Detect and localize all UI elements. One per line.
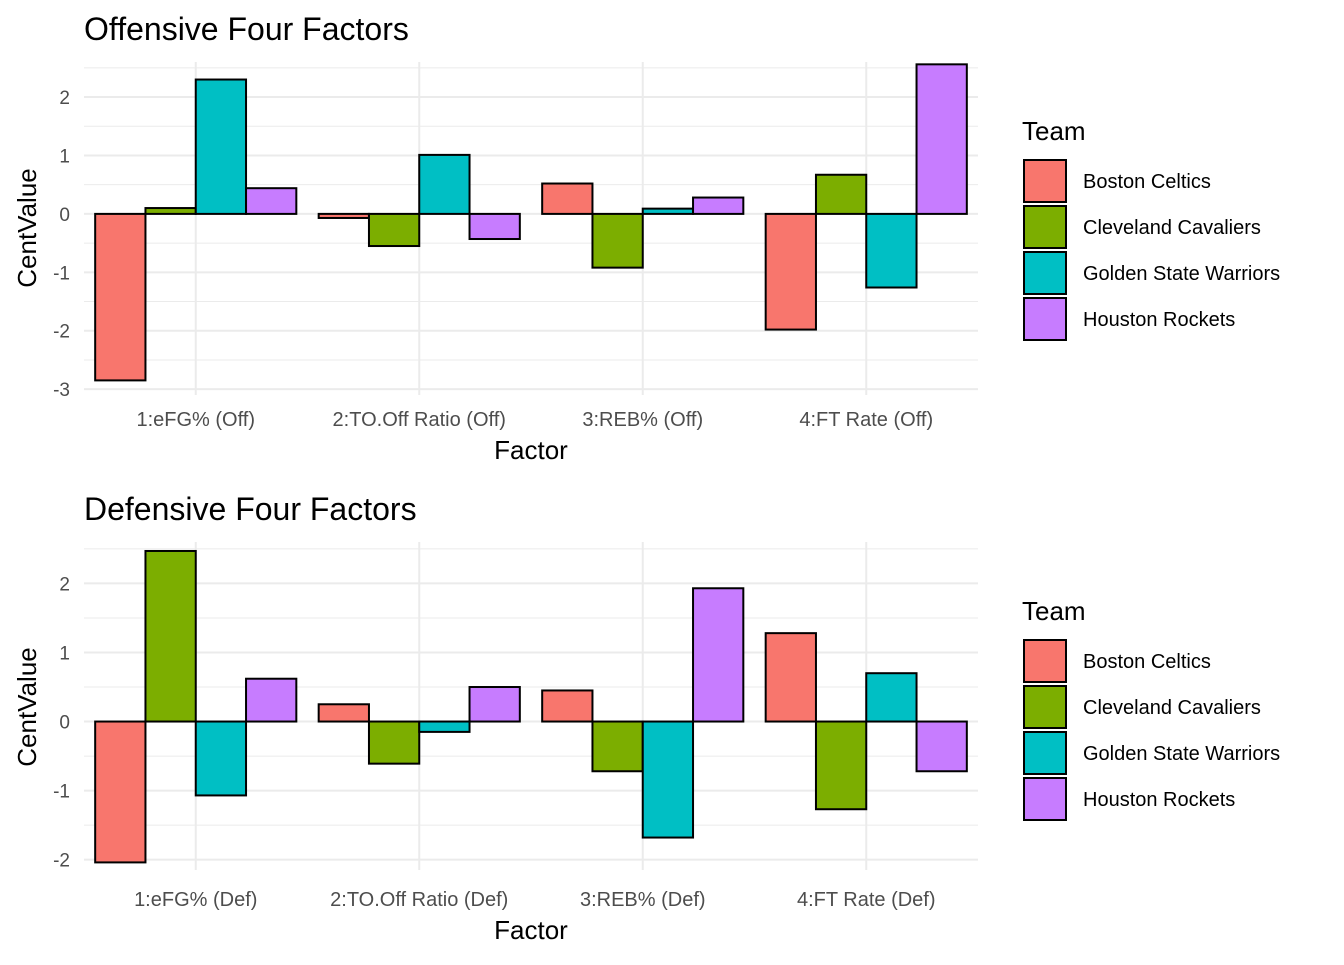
- bar-cleveland-cavaliers-3: [591, 212, 644, 269]
- legend-title: Team: [1022, 116, 1086, 146]
- bar-houston-rockets-4: [915, 63, 968, 215]
- y-tick-label: -2: [53, 322, 70, 343]
- x-tick-label: 4:FT Rate (Off): [799, 409, 933, 431]
- y-tick-label: -3: [53, 380, 70, 401]
- chart-panel-2: Defensive Four Factors -2 -1 0 1 2 1:eFG% (Def…: [12, 491, 1280, 945]
- bar-boston-celtics-4: [764, 212, 817, 331]
- x-tick-label: 1:eFG% (Off): [136, 409, 255, 431]
- legend-label: Boston Celtics: [1083, 171, 1211, 193]
- bar-cleveland-cavaliers-2: [367, 720, 421, 765]
- bar-cleveland-cavaliers-3: [591, 720, 644, 773]
- legend-label: Boston Celtics: [1083, 651, 1211, 673]
- x-axis-title: Factor: [494, 915, 568, 945]
- bar-houston-rockets-1: [245, 677, 298, 723]
- bar-houston-rockets-4: [915, 720, 968, 773]
- legend-key-cleveland-cavaliers: [1023, 685, 1067, 729]
- x-tick-label: 2:TO.Off Ratio (Off): [333, 409, 506, 431]
- y-axis-title: CentValue: [12, 647, 42, 767]
- legend-label: Cleveland Cavaliers: [1083, 697, 1261, 719]
- bar-boston-celtics-3: [541, 182, 594, 215]
- bar-boston-celtics-1: [94, 720, 147, 864]
- bar-golden-state-warriors-2: [418, 720, 471, 733]
- y-tick-label: 2: [59, 574, 70, 595]
- bar-boston-celtics-2: [317, 212, 370, 219]
- x-tick-label: 2:TO.Off Ratio (Def): [330, 889, 508, 911]
- bar-golden-state-warriors-4: [865, 212, 918, 289]
- bar-houston-rockets-1: [245, 187, 298, 215]
- legend-title: Team: [1022, 596, 1086, 626]
- chart-title: Defensive Four Factors: [84, 491, 417, 527]
- bar-houston-rockets-2: [468, 212, 521, 241]
- legend-key-cleveland-cavaliers: [1023, 205, 1067, 249]
- bar-houston-rockets-3: [692, 587, 745, 723]
- legend-key-houston-rockets: [1023, 777, 1067, 821]
- bar-golden-state-warriors-1: [194, 78, 248, 215]
- legend: Team Boston Celtics Cleveland Cavaliers Gol…: [1022, 596, 1280, 821]
- legend-label: Houston Rockets: [1083, 309, 1235, 331]
- bar-golden-state-warriors-3: [641, 720, 695, 839]
- bar-cleveland-cavaliers-1: [144, 549, 197, 723]
- y-tick-label: 2: [59, 88, 70, 109]
- legend-key-boston-celtics: [1023, 639, 1067, 683]
- legend-label: Golden State Warriors: [1083, 263, 1280, 285]
- bar-houston-rockets-3: [692, 196, 745, 215]
- x-tick-label: 4:FT Rate (Def): [797, 889, 936, 911]
- bar-golden-state-warriors-1: [194, 720, 248, 797]
- y-tick-label: -2: [53, 851, 70, 872]
- chart-panel-1: Offensive Four Factors -3 -2 -1 0 1 2 1:eFG% (O…: [12, 11, 1280, 465]
- bar-boston-celtics-4: [764, 632, 817, 723]
- y-tick-label: -1: [53, 263, 70, 284]
- bar-cleveland-cavaliers-4: [814, 720, 868, 811]
- legend-key-golden-state-warriors: [1023, 251, 1067, 295]
- x-axis-title: Factor: [494, 435, 568, 465]
- bar-boston-celtics-3: [541, 689, 594, 723]
- bar-houston-rockets-2: [468, 686, 521, 723]
- y-tick-label: 1: [59, 146, 70, 167]
- x-tick-label: 3:REB% (Def): [580, 889, 706, 911]
- x-tick-label: 1:eFG% (Def): [134, 889, 257, 911]
- y-tick-label: 1: [59, 643, 70, 664]
- y-tick-label: 0: [59, 205, 70, 226]
- bar-boston-celtics-1: [94, 212, 147, 382]
- legend-label: Golden State Warriors: [1083, 743, 1280, 765]
- legend-key-golden-state-warriors: [1023, 731, 1067, 775]
- chart-title: Offensive Four Factors: [84, 11, 409, 47]
- legend: Team Boston Celtics Cleveland Cavaliers Gol…: [1022, 116, 1280, 341]
- bar-boston-celtics-2: [317, 703, 370, 723]
- x-tick-label: 3:REB% (Off): [582, 409, 703, 431]
- bar-golden-state-warriors-2: [418, 153, 471, 215]
- bar-cleveland-cavaliers-2: [367, 212, 421, 248]
- bar-golden-state-warriors-3: [641, 207, 695, 215]
- bar-cleveland-cavaliers-4: [814, 173, 868, 215]
- bar-cleveland-cavaliers-1: [144, 207, 197, 215]
- legend-key-houston-rockets: [1023, 297, 1067, 341]
- legend-label: Houston Rockets: [1083, 789, 1235, 811]
- y-tick-label: -1: [53, 782, 70, 803]
- legend-key-boston-celtics: [1023, 159, 1067, 203]
- y-axis-title: CentValue: [12, 168, 42, 288]
- y-tick-label: 0: [59, 713, 70, 734]
- bar-golden-state-warriors-4: [865, 672, 918, 723]
- legend-label: Cleveland Cavaliers: [1083, 217, 1261, 239]
